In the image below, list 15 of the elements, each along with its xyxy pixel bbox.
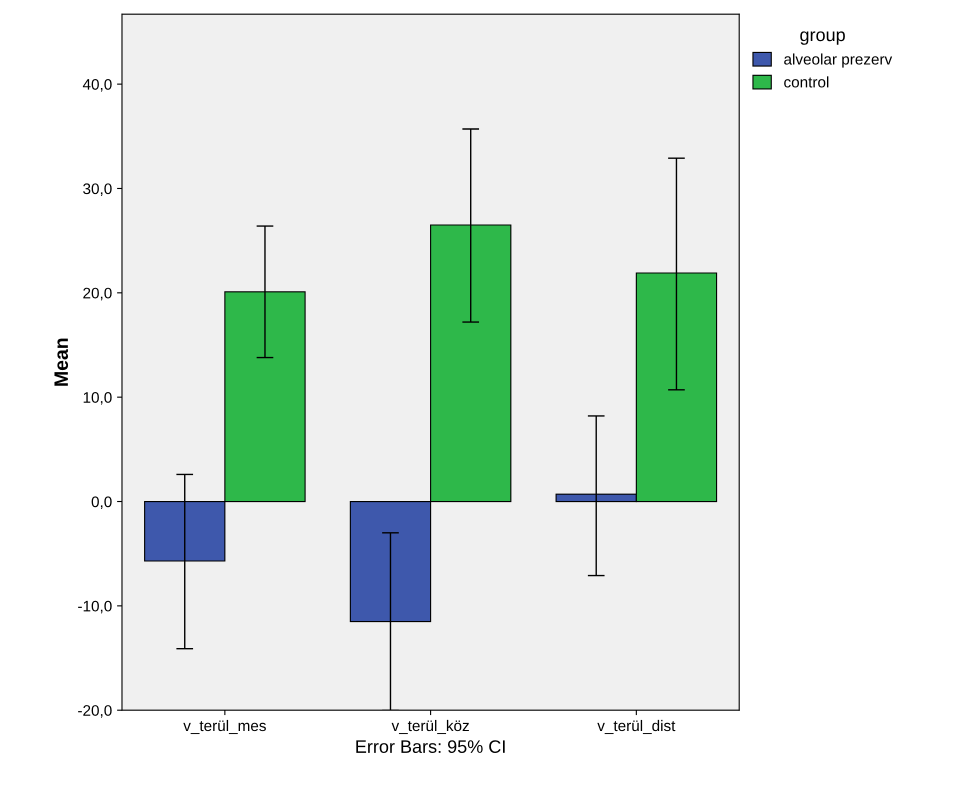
y-tick-label: 30,0 [83, 183, 112, 196]
y-tick-label: -20,0 [78, 705, 112, 718]
y-tick-label: 40,0 [82, 79, 112, 92]
legend-label: alveolar prezerv [784, 53, 892, 68]
x-axis-title: Error Bars: 95% CI [356, 740, 505, 753]
y-tick-label: 0,0 [92, 496, 112, 510]
x-tick-label: v_terül_dist [597, 720, 676, 734]
y-tick-label: -10,0 [78, 600, 112, 614]
legend-title: group [800, 31, 845, 45]
y-axis-title: Mean [54, 338, 68, 386]
x-tick-label: v_terül_mes [183, 720, 266, 734]
y-tick-label: 10,0 [84, 392, 112, 405]
legend-label: control [784, 76, 828, 88]
x-tick-label: v_terül_köz [392, 720, 469, 734]
y-tick-label: 20,0 [83, 288, 112, 300]
